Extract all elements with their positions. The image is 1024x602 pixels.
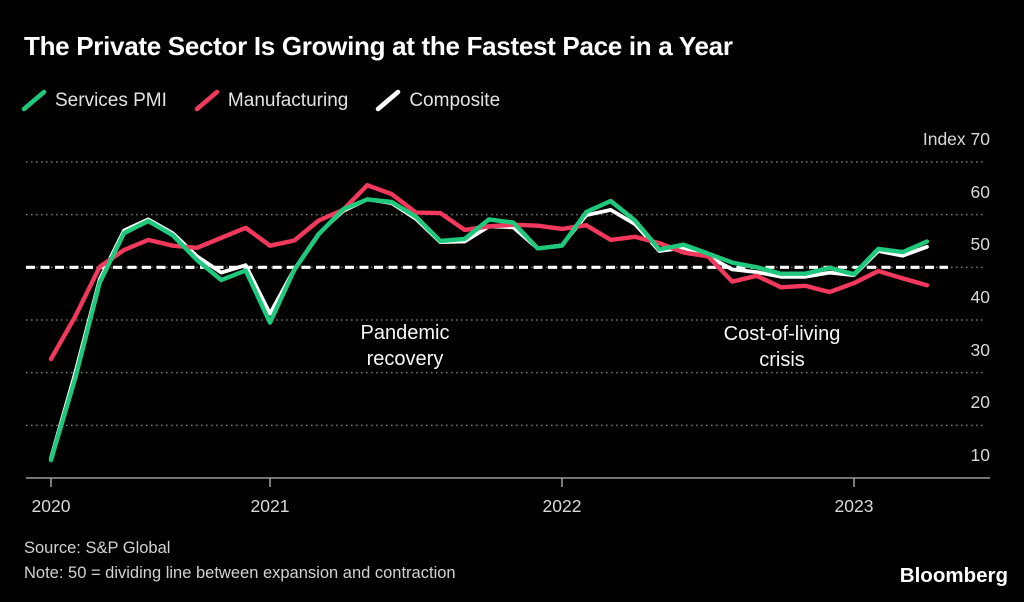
legend-label-manufacturing: Manufacturing (227, 90, 349, 111)
x-axis-label-2023: 2023 (834, 496, 874, 516)
legend-item-services-pmi: Services PMI (21, 89, 167, 113)
y-axis-label-20: 20 (970, 392, 990, 413)
legend-label-composite: Composite (409, 90, 501, 111)
composite-line-swatch-icon (376, 89, 401, 112)
y-axis-label-10: 10 (970, 445, 990, 465)
y-axis-label-60: 60 (970, 181, 990, 202)
y-axis-label-40: 40 (970, 287, 990, 307)
services-line-swatch-icon (21, 89, 47, 112)
x-axis-label-2021: 2021 (250, 496, 290, 516)
series-line-manufacturing (48, 182, 930, 362)
footer: Source: S&P Global Note: 50 = dividing l… (24, 536, 456, 586)
series-line-services-pmi (48, 197, 930, 463)
bloomberg-logo: Bloomberg (899, 564, 1008, 587)
manufacturing-line-swatch-icon (194, 89, 220, 112)
page-title: The Private Sector Is Growing at the Fas… (24, 31, 733, 61)
legend-item-composite: Composite (375, 89, 500, 113)
y-axis-label-70: Index 70 (922, 129, 990, 149)
x-axis-label-2022: 2022 (542, 496, 582, 516)
legend-label-services-pmi: Services PMI (55, 90, 167, 111)
source-text: Source: S&P Global (24, 539, 171, 557)
y-axis-label-50: 50 (970, 234, 990, 255)
x-axis-label-2020: 2020 (31, 496, 71, 516)
annotation-cost-of-living-crisis: Cost-of-living crisis (723, 323, 841, 371)
annotation-pandemic-recovery: Pandemic recovery (360, 322, 450, 370)
note-text: Note: 50 = dividing line between expansi… (24, 563, 456, 582)
legend-item-manufacturing: Manufacturing (194, 89, 348, 113)
y-axis-label-30: 30 (970, 339, 990, 360)
legend: Services PMI Manufacturing Composite (21, 89, 500, 113)
